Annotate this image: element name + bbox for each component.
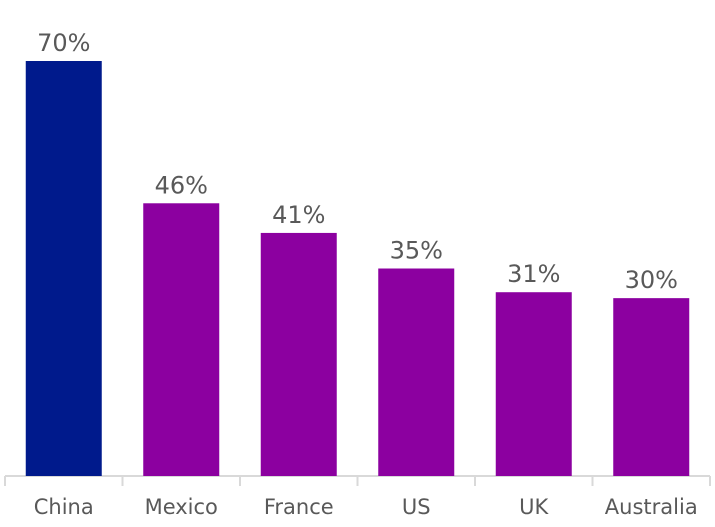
category-label-france: France: [264, 495, 334, 519]
bar-australia: [613, 298, 690, 476]
category-labels-group: China Mexico France US UK Australia: [34, 495, 698, 519]
bar-china: [25, 61, 102, 476]
value-label-us: 35%: [390, 237, 443, 265]
category-label-uk: UK: [519, 495, 549, 519]
value-label-france: 41%: [272, 201, 325, 229]
bars-group: [25, 61, 690, 477]
value-labels-group: 70% 46% 41% 35% 31% 30%: [37, 29, 678, 294]
category-label-china: China: [34, 495, 94, 519]
category-label-us: US: [402, 495, 431, 519]
value-label-australia: 30%: [625, 266, 678, 294]
bar-france: [260, 232, 337, 476]
bar-mexico: [143, 203, 220, 477]
value-label-mexico: 46%: [155, 171, 208, 199]
bar-us: [378, 268, 455, 476]
bar-uk: [495, 292, 572, 476]
x-axis-ticks: [4, 476, 711, 486]
value-label-china: 70%: [37, 29, 90, 57]
category-label-mexico: Mexico: [145, 495, 218, 519]
category-label-australia: Australia: [605, 495, 698, 519]
value-label-uk: 31%: [507, 260, 560, 288]
